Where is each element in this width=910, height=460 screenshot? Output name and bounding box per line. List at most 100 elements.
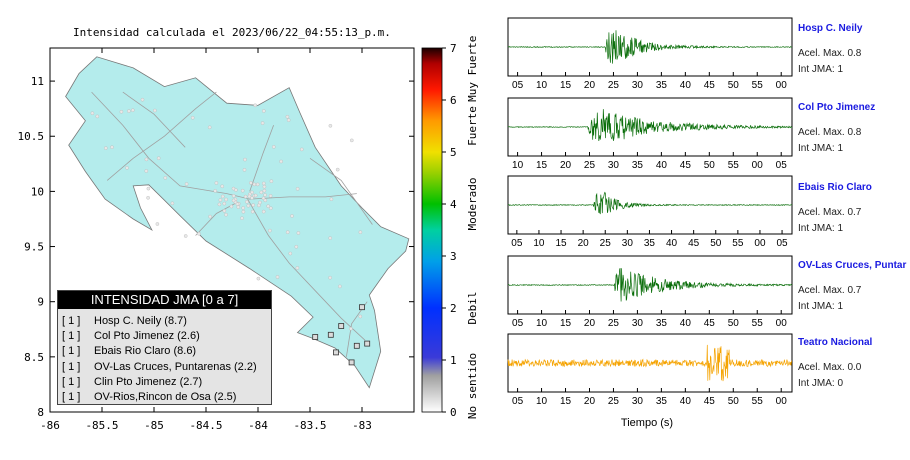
colorbar-tick-label: 7 [450,42,457,55]
waveform-tick-label: 35 [656,80,668,91]
station-info: Col Pto Jimenez Acel. Max. 0.8 Int JMA: 1 [798,102,908,154]
waveform-tick-label: 40 [680,80,692,91]
legend-intensity: [ 1 ] [62,391,81,404]
waveform-tick-label: 25 [600,238,612,249]
map-y-tick-label: 9 [37,296,44,309]
map-x-tick-label: -84 [248,419,268,432]
waveform-tick-label: 00 [754,238,766,249]
station-accel-max: Acel. Max. 0.7 [798,285,862,296]
station-int-jma: Int JMA: 1 [798,143,844,154]
waveform-panel: 05 10 15 20 25 30 35 40 45 50 55 00 [507,17,793,91]
waveform-tick-label: 20 [584,318,596,329]
waveform-trace [507,344,793,382]
colorbar-category-label: Fuerte [466,106,479,146]
waveform-panel: 05 10 15 20 25 30 35 40 45 50 55 00 [507,255,793,329]
waveform-tick-label: 00 [752,160,764,171]
waveform-tick-label: 20 [584,80,596,91]
map-x-tick-label: -83.5 [293,419,326,432]
waveform-tick-label: 30 [622,238,634,249]
colorbar-tick-label: 1 [450,354,457,367]
waveform-trace [507,109,793,142]
waveform-tick-label: 05 [511,238,523,249]
legend-row: [ 1 ] Ebais Rio Claro (8.6) [62,344,271,359]
waveform-tick-label: 45 [688,238,700,249]
map-y-tick-label: 11 [31,75,44,88]
waveform-tick-label: 35 [632,160,644,171]
waveform-tick-label: 10 [533,238,545,249]
station-int-jma: Int JMA: 1 [798,223,844,234]
colorbar-tick-label: 4 [450,198,457,211]
waveform-tick-label: 25 [608,80,620,91]
waveform-tick-label: 50 [728,80,740,91]
map-y-tick-label: 10 [31,185,44,198]
station-int-jma: Int JMA: 1 [798,64,844,75]
station-name: Ebais Rio Claro [798,182,872,193]
legend-intensity: [ 1 ] [62,375,81,388]
map-y-tick-label: 8.5 [24,351,44,364]
waveform-panels: 05 10 15 20 25 30 35 40 45 50 55 00 10 15 20 25 30 35 40 45… [507,17,793,407]
station-name: Hosp C. Neily [798,23,863,34]
waveform-trace [508,267,793,302]
waveform-tick-label: 20 [560,160,572,171]
waveform-tick-label: 45 [704,396,716,407]
waveform-tick-label: 55 [732,238,744,249]
colorbar-tick-label: 5 [450,146,457,159]
waveform-tick-label: 00 [776,80,788,91]
map-axis-ticks: -86 -85.5 -85 -84.5 -84 -83.5 -83 8 8.5 9 9.5 10 10.… [18,48,414,432]
map-title: Intensidad calculada el 2023/06/22_04:55… [73,26,391,39]
waveform-tick-label: 50 [710,238,722,249]
legend-rows: [ 1 ] Hosp C. Neily (8.7) [ 1 ] Col Pto Jim… [58,309,271,405]
waveform-tick-label: 05 [776,160,788,171]
waveform-trace [507,191,793,215]
waveform-tick-label: 10 [536,318,548,329]
costa-rica-landmass [65,56,410,389]
waveform-tick-label: 25 [608,396,620,407]
waveform-tick-label: 15 [555,238,567,249]
waveform-tick-label: 05 [512,80,524,91]
station-name: Teatro Nacional [798,337,873,348]
waveform-tick-label: 50 [728,318,740,329]
station-accel-max: Acel. Max. 0.8 [798,127,862,138]
colorbar-gradient [421,47,443,413]
waveform-panel: 05 10 15 20 25 30 35 40 45 50 55 00 [507,333,793,407]
waveform-tick-label: 15 [536,160,548,171]
station-int-jma: Int JMA: 1 [798,301,844,312]
legend-intensity: [ 1 ] [62,330,81,343]
map-y-tick-label: 9.5 [24,241,44,254]
map-x-tick-label: -84.5 [189,419,222,432]
station-info: OV-Las Cruces, Puntar Acel. Max. 0.7 Int J… [798,260,908,312]
waveform-tick-label: 30 [608,160,620,171]
station-int-jma: Int JMA: 0 [798,378,844,389]
legend-station-label: Clin Pto Jimenez (2.7) [94,375,203,388]
legend-row: [ 1 ] OV-Rios,Rincon de Osa (2.5) [62,390,271,405]
waveform-tick-label: 55 [752,80,764,91]
waveform-tick-label: 45 [704,80,716,91]
waveform-tick-label: 25 [584,160,596,171]
colorbar-category-label: No sentido [466,353,479,419]
legend-intensity: [ 1 ] [62,315,81,327]
waveform-tick-label: 55 [752,396,764,407]
waveform-tick-label: 40 [666,238,678,249]
waveform-trace [507,30,793,64]
waveform-tick-label: 15 [560,318,572,329]
legend-station-label: Col Pto Jimenez (2.6) [94,330,200,343]
colorbar-tick-label: 0 [450,406,457,419]
colorbar-tick-label: 3 [450,250,457,263]
waveform-tick-label: 45 [680,160,692,171]
legend-station-label: OV-Las Cruces, Puntarenas (2.2) [94,360,257,373]
waveform-tick-label: 30 [632,396,644,407]
waveform-tick-label: 10 [536,80,548,91]
colorbar-category-label: Muy Fuerte [466,36,479,102]
station-info: Teatro Nacional Acel. Max. 0.0 Int JMA: 0 [798,337,908,389]
legend-title: INTENSIDAD JMA [0 a 7] [58,291,271,309]
waveform-tick-label: 55 [752,318,764,329]
waveform-xlabel: Tiempo (s) [621,417,673,429]
waveform-tick-label: 05 [512,396,524,407]
station-name: OV-Las Cruces, Puntar [798,260,907,271]
waveform-tick-label: 40 [656,160,668,171]
station-name: Col Pto Jimenez [798,102,876,113]
station-accel-max: Acel. Max. 0.0 [798,362,862,373]
waveform-tick-label: 25 [608,318,620,329]
waveform-tick-label: 30 [632,80,644,91]
